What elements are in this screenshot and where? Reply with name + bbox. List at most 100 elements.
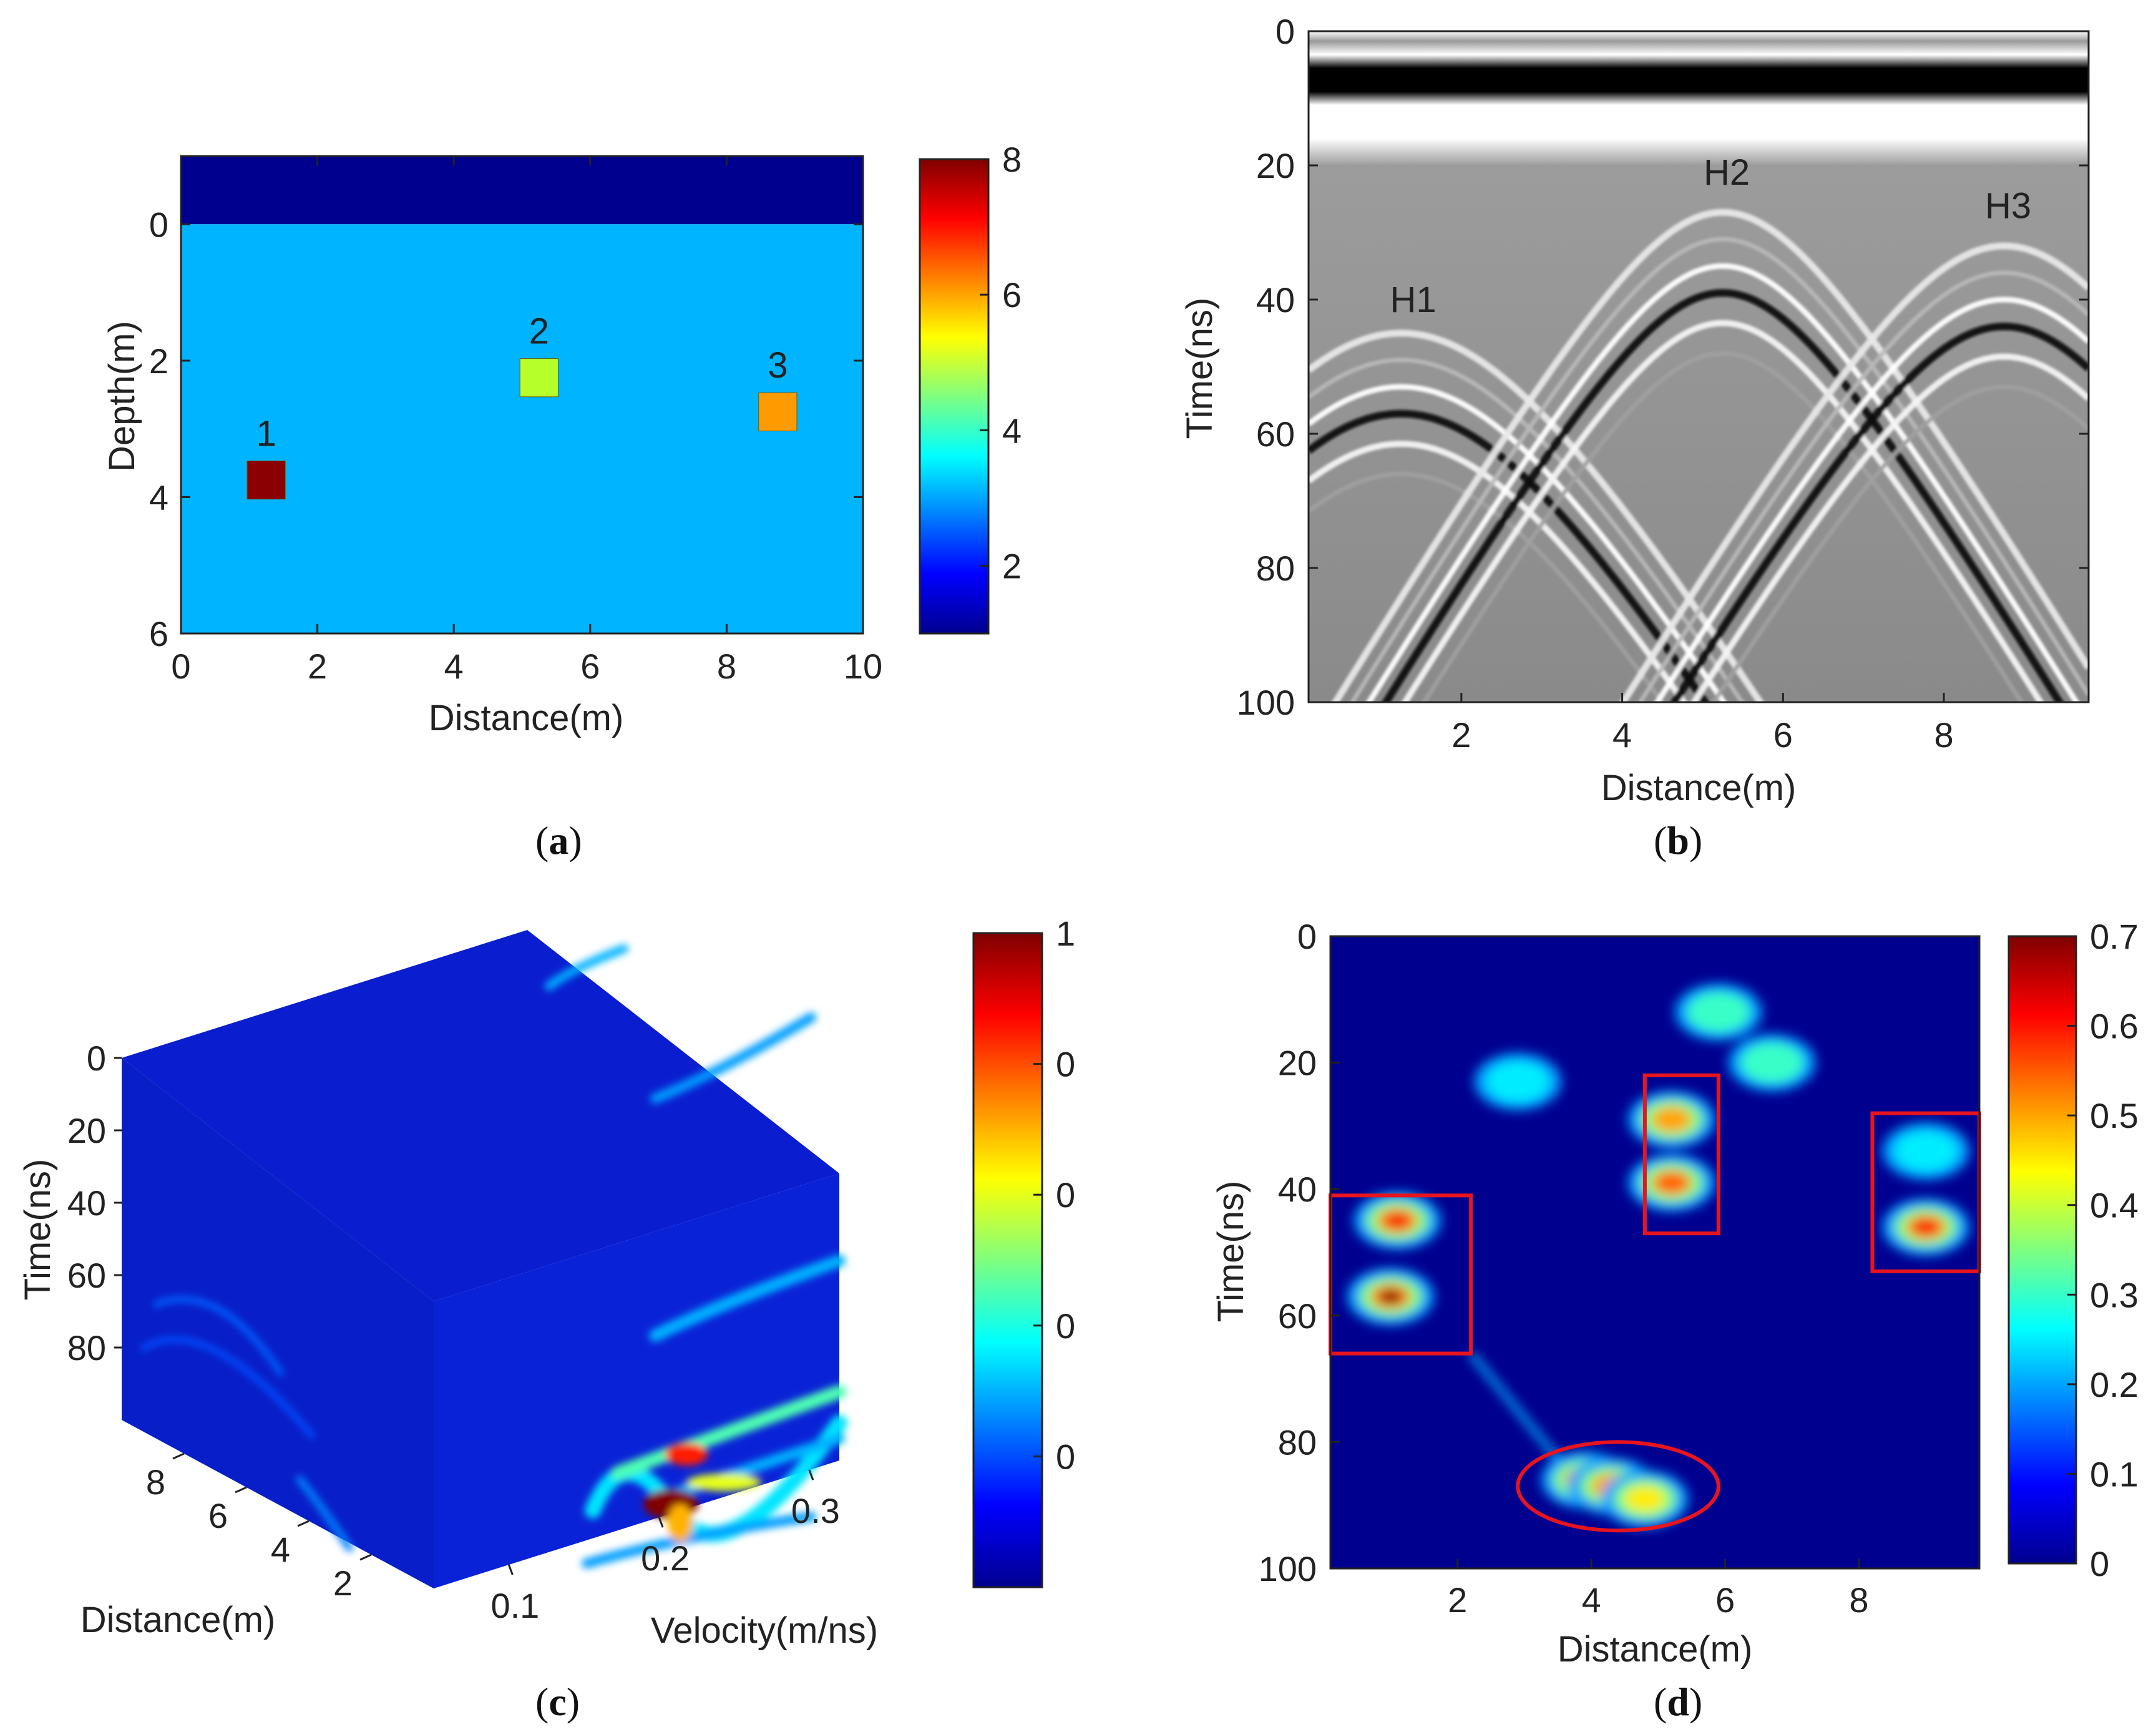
d-ytick: 60: [1278, 1296, 1317, 1336]
d-cbar-tick: 0.4: [2090, 1186, 2139, 1225]
c-cbar-tick: 0.8: [1056, 1045, 1078, 1084]
c-feature: [656, 1433, 845, 1504]
b-hyperbola-H1-band: [1309, 471, 1665, 702]
b-hyperbola-H2-band: [1349, 237, 2089, 702]
c-feature: [545, 944, 628, 991]
b-hyperbola-H2-band: [1422, 351, 2024, 702]
caption-c: (c): [535, 1680, 580, 1724]
b-ylabel: Time(ns): [1179, 298, 1220, 439]
d-highlight-box: [1642, 1073, 1720, 1236]
d-hotspot: [1386, 1213, 1409, 1228]
a-xlabel: Distance(m): [429, 698, 624, 738]
b-label-H2: H2: [1704, 152, 1750, 193]
d-hotspot: [1707, 1005, 1730, 1019]
c-colorbar: [972, 932, 1043, 1588]
b-hyperbola-H2-band: [1365, 263, 2080, 702]
c-xlabel: Distance(m): [80, 1600, 276, 1640]
b-hyperbola-H3-band: [1654, 296, 2089, 702]
a-ytick: 4: [149, 477, 168, 517]
a-xtick: 0: [171, 647, 190, 686]
b-hyperbola-H3-band: [1690, 353, 2089, 702]
a-ytick: 6: [149, 614, 168, 653]
c-feature: [582, 1512, 816, 1568]
caption-d: (d): [1654, 1680, 1703, 1724]
d-xtick: 2: [1448, 1580, 1467, 1620]
a-layer-ground: [181, 224, 863, 634]
d-ytick: 20: [1278, 1044, 1317, 1083]
b-hyperbola-H3-band: [1619, 242, 2089, 702]
c-time-tick: 60: [67, 1256, 106, 1295]
c-feature: [611, 1385, 846, 1480]
b-hyperbola-H2-band: [1381, 289, 2064, 702]
c-ylabel: Time(ns): [17, 1159, 58, 1301]
d-cbar-tick: 0.3: [2090, 1275, 2139, 1314]
a-target-3: [758, 392, 798, 431]
a-ytick: 2: [149, 341, 168, 381]
d-hotspot: [1660, 1112, 1683, 1127]
a-target-2: [519, 358, 559, 398]
d-cbar-tick: 0.5: [2090, 1096, 2139, 1135]
d-cbar-tick: 0.6: [2090, 1007, 2139, 1046]
a-colorbar: [919, 158, 990, 635]
d-ytick: 0: [1297, 917, 1317, 956]
a-cbar-tick: 4: [1002, 411, 1022, 450]
d-ytick: 40: [1278, 1170, 1317, 1209]
c-feature: [296, 1475, 353, 1552]
c-hotspot: [668, 1504, 693, 1542]
c-top-face: [122, 930, 839, 1301]
c-distance-tick: 2: [333, 1563, 353, 1603]
a-xtick: 10: [844, 647, 882, 686]
d-hotspot: [1915, 1220, 1938, 1234]
c-time-tick: 0: [87, 1039, 106, 1078]
b-ytick: 0: [1276, 12, 1295, 51]
b-xlabel: Distance(m): [1601, 768, 1797, 808]
c-left-face: [122, 1058, 434, 1588]
b-ytick: 80: [1256, 549, 1295, 588]
a-target-label-3: 3: [768, 345, 788, 386]
c-cbar-tick: 0.6: [1056, 1175, 1078, 1215]
caption-a: (a): [535, 818, 582, 863]
b-hyperbola-H3-band: [1637, 270, 2089, 702]
c-distance-tick: 8: [146, 1462, 165, 1502]
a-xtick: 2: [308, 647, 327, 686]
b-ytick: 40: [1256, 280, 1295, 320]
d-streak: [1468, 1351, 1568, 1470]
c-feature: [650, 1012, 816, 1103]
d-hotspot: [1633, 1492, 1656, 1506]
c-cbar-tick: 0.2: [1056, 1437, 1078, 1476]
b-hyperbola-H3-band: [1670, 322, 2089, 702]
b-xtick: 2: [1451, 715, 1471, 755]
c-cbar-tick: 1: [1056, 914, 1075, 953]
a-layer-air: [181, 156, 863, 225]
b-hyperbola-H2-band: [1401, 320, 2044, 702]
b-hyperbola-H2-band: [1331, 208, 2089, 702]
a-cbar-tick: 2: [1002, 546, 1022, 585]
d-ylabel: Time(ns): [1211, 1181, 1251, 1323]
d-xtick: 6: [1715, 1580, 1735, 1620]
d-hotspot: [1760, 1055, 1783, 1070]
c-time-tick: 20: [67, 1111, 106, 1150]
d-ytick: 80: [1278, 1422, 1317, 1462]
d-cbar-tick: 0.2: [2090, 1365, 2139, 1404]
caption-b: (b): [1654, 818, 1703, 863]
c-hotspot: [686, 1474, 761, 1491]
c-velocity-tick: 0.2: [641, 1539, 690, 1578]
a-cbar-tick: 6: [1002, 275, 1022, 315]
b-xtick: 4: [1612, 715, 1632, 755]
b-xtick: 6: [1773, 715, 1793, 755]
d-ytick: 100: [1259, 1549, 1317, 1588]
d-xtick: 8: [1849, 1580, 1868, 1620]
chart-a: 1 2 3 0 2 4 6 8 10 0 2 4 6 2 4 6 8 Distance(m) Depth(m…: [102, 140, 1022, 738]
a-xtick: 8: [717, 647, 736, 686]
d-cbar-tick: 0.1: [2090, 1454, 2139, 1494]
b-ytick: 100: [1237, 683, 1295, 722]
a-ylabel: Depth(m): [102, 321, 142, 472]
c-feature: [649, 1255, 846, 1342]
c-time-tick: 80: [67, 1328, 106, 1367]
b-label-H1: H1: [1390, 280, 1436, 320]
c-zlabel: Velocity(m/ns): [651, 1610, 878, 1651]
d-hotspot: [1915, 1144, 1938, 1158]
a-ytick: 0: [149, 205, 168, 244]
